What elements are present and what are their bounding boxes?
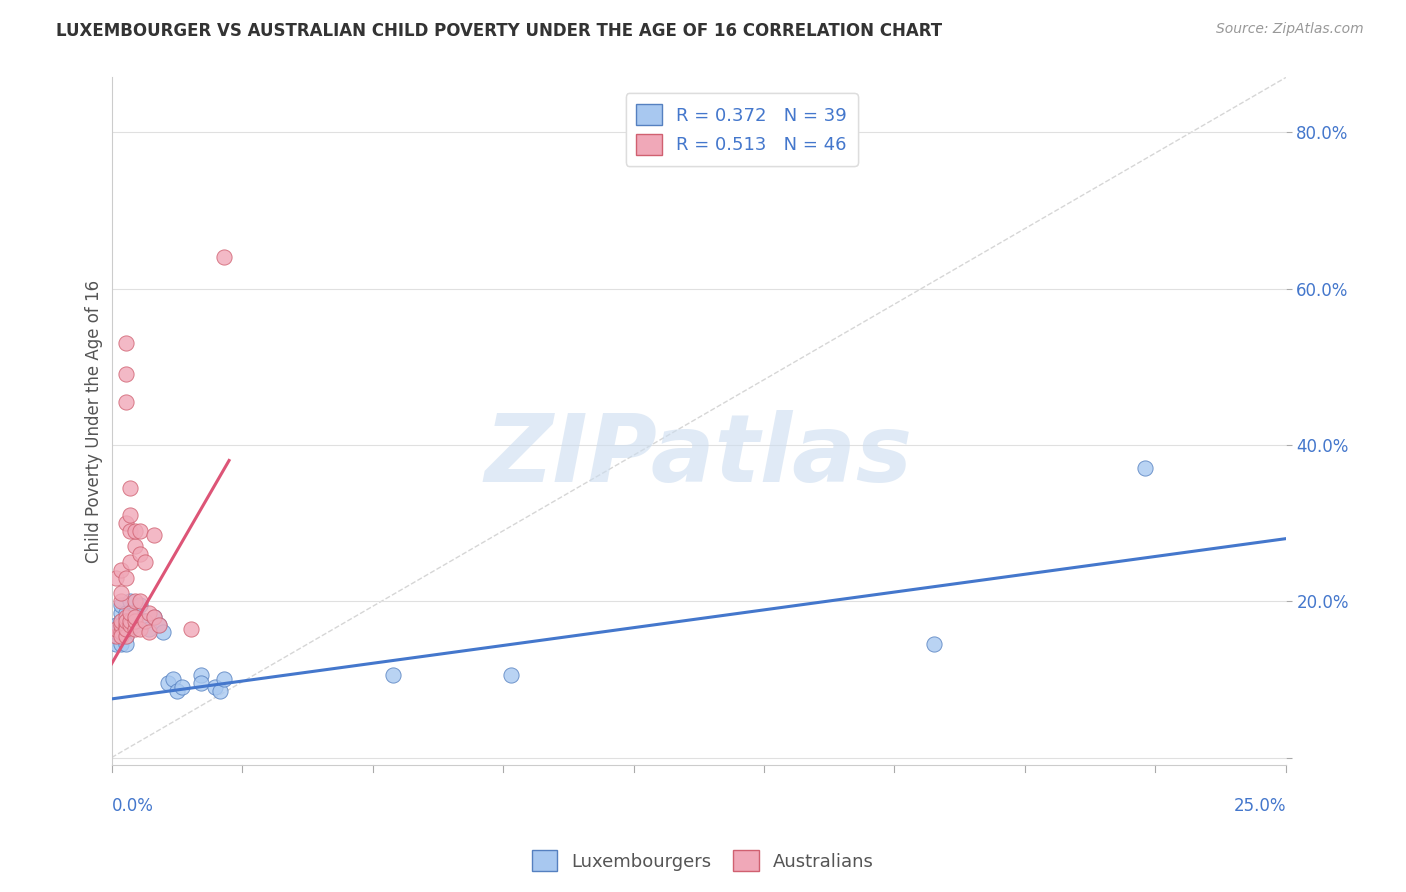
Text: LUXEMBOURGER VS AUSTRALIAN CHILD POVERTY UNDER THE AGE OF 16 CORRELATION CHART: LUXEMBOURGER VS AUSTRALIAN CHILD POVERTY… — [56, 22, 942, 40]
Point — [120, 555, 142, 569]
Point — [114, 606, 136, 620]
Point — [180, 622, 202, 636]
Point — [114, 622, 136, 636]
Point — [138, 622, 160, 636]
Point — [114, 395, 136, 409]
Point — [142, 527, 165, 541]
Point — [134, 555, 156, 569]
Point — [124, 594, 146, 608]
Text: 25.0%: 25.0% — [1233, 797, 1286, 814]
Point — [110, 563, 132, 577]
Point — [124, 617, 146, 632]
Point — [105, 629, 128, 643]
Point — [128, 547, 150, 561]
Point — [110, 614, 132, 628]
Point — [120, 606, 142, 620]
Point — [105, 637, 128, 651]
Point — [114, 368, 136, 382]
Point — [148, 617, 170, 632]
Point — [110, 594, 132, 608]
Point — [128, 622, 150, 636]
Point — [105, 625, 128, 640]
Text: 0.0%: 0.0% — [111, 797, 153, 814]
Point — [208, 684, 231, 698]
Point — [124, 614, 146, 628]
Point — [142, 609, 165, 624]
Point — [124, 622, 146, 636]
Y-axis label: Child Poverty Under the Age of 16: Child Poverty Under the Age of 16 — [86, 280, 103, 563]
Point — [110, 625, 132, 640]
Point — [114, 516, 136, 530]
Point — [110, 606, 132, 620]
Text: Source: ZipAtlas.com: Source: ZipAtlas.com — [1216, 22, 1364, 37]
Point — [110, 617, 132, 632]
Point — [138, 606, 160, 620]
Legend: Luxembourgers, Australians: Luxembourgers, Australians — [524, 843, 882, 879]
Point — [105, 617, 128, 632]
Point — [105, 629, 128, 643]
Point — [148, 617, 170, 632]
Point — [128, 524, 150, 538]
Point — [214, 673, 236, 687]
Point — [190, 676, 212, 690]
Point — [124, 606, 146, 620]
Point — [124, 524, 146, 538]
Point — [114, 629, 136, 643]
Point — [120, 622, 142, 636]
Text: ZIPatlas: ZIPatlas — [485, 409, 912, 502]
Point — [110, 586, 132, 600]
Point — [204, 680, 226, 694]
Point — [128, 598, 150, 612]
Point — [134, 614, 156, 628]
Point — [214, 250, 236, 264]
Point — [922, 637, 945, 651]
Point — [105, 571, 128, 585]
Point — [114, 571, 136, 585]
Point — [114, 617, 136, 632]
Point — [152, 625, 174, 640]
Point — [382, 668, 405, 682]
Point — [120, 594, 142, 608]
Point — [1133, 461, 1156, 475]
Legend: R = 0.372   N = 39, R = 0.513   N = 46: R = 0.372 N = 39, R = 0.513 N = 46 — [626, 94, 858, 166]
Point — [114, 336, 136, 351]
Point — [114, 637, 136, 651]
Point — [134, 614, 156, 628]
Point — [114, 622, 136, 636]
Point — [138, 625, 160, 640]
Point — [110, 637, 132, 651]
Point — [114, 614, 136, 628]
Point — [162, 673, 184, 687]
Point — [166, 684, 188, 698]
Point — [120, 508, 142, 523]
Point — [105, 622, 128, 636]
Point — [114, 614, 136, 628]
Point — [120, 524, 142, 538]
Point — [499, 668, 522, 682]
Point — [110, 629, 132, 643]
Point — [120, 614, 142, 628]
Point — [120, 481, 142, 495]
Point — [114, 609, 136, 624]
Point — [190, 668, 212, 682]
Point — [110, 614, 132, 628]
Point — [120, 617, 142, 632]
Point — [124, 540, 146, 554]
Point — [120, 614, 142, 628]
Point — [114, 629, 136, 643]
Point — [142, 609, 165, 624]
Point — [110, 629, 132, 643]
Point — [156, 676, 179, 690]
Point — [172, 680, 194, 694]
Point — [110, 598, 132, 612]
Point — [128, 594, 150, 608]
Point — [124, 609, 146, 624]
Point — [110, 622, 132, 636]
